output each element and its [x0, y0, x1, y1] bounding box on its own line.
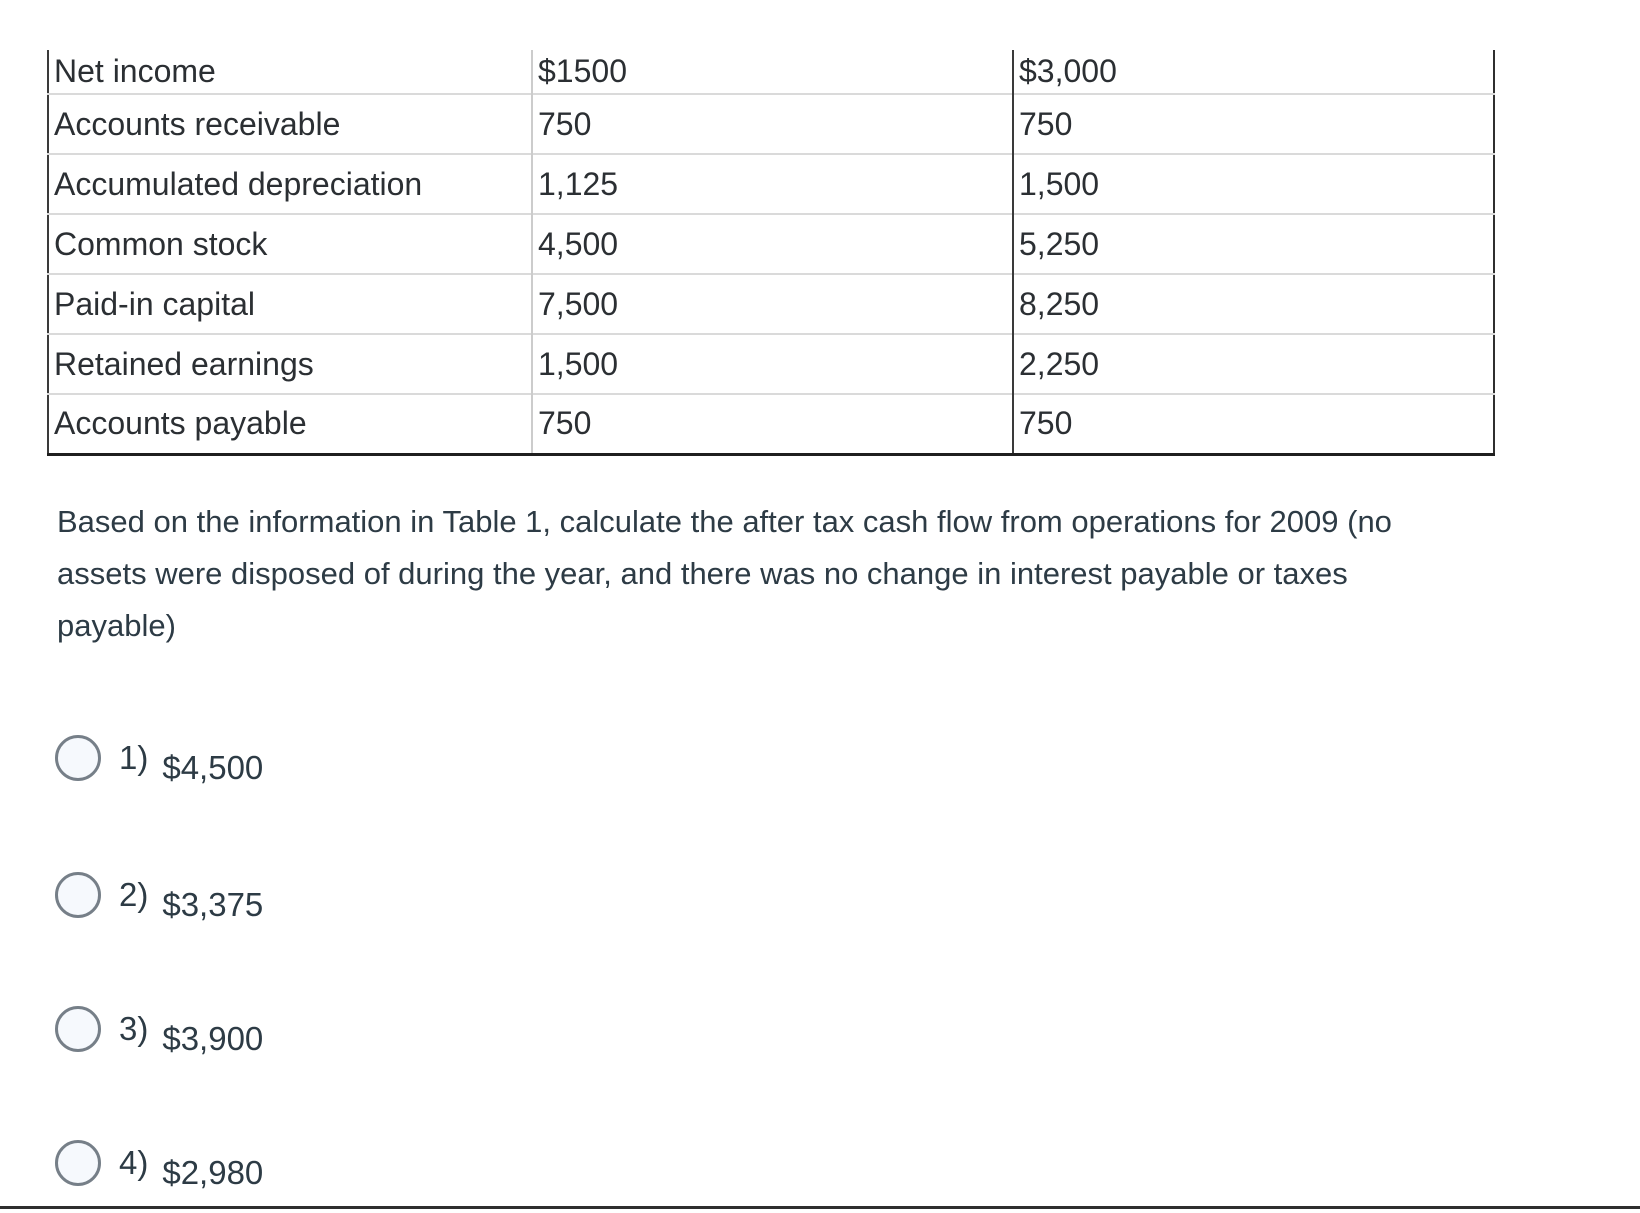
- row-value-col1: 1,125: [532, 153, 1014, 214]
- radio-button-option-1[interactable]: [55, 735, 101, 781]
- row-label: Accounts payable: [48, 393, 533, 454]
- radio-button-option-4[interactable]: [55, 1140, 101, 1186]
- financial-data-table: Net income $1500 $3,000 Accounts receiva…: [47, 50, 1495, 456]
- row-value-col2: 750: [1013, 393, 1494, 454]
- row-value-col1: $1500: [532, 50, 1014, 94]
- table-row: Net income $1500 $3,000: [48, 50, 1494, 94]
- row-label: Retained earnings: [48, 333, 533, 394]
- answer-option-1[interactable]: 1) $4,500: [55, 730, 263, 786]
- table-row: Paid-in capital 7,500 8,250: [48, 273, 1494, 334]
- table-row: Accumulated depreciation 1,125 1,500: [48, 153, 1494, 214]
- row-value-col1: 750: [532, 93, 1014, 154]
- row-value-col1: 1,500: [532, 333, 1014, 394]
- option-2-number[interactable]: 2): [119, 876, 149, 913]
- row-value-col1: 750: [532, 393, 1014, 454]
- answer-option-2[interactable]: 2) $3,375: [55, 867, 263, 923]
- page-bottom-divider: [0, 1206, 1640, 1209]
- row-value-col2: 1,500: [1013, 153, 1494, 214]
- table-row: Accounts receivable 750 750: [48, 93, 1494, 154]
- row-label: Paid-in capital: [48, 273, 533, 334]
- option-1-value[interactable]: $4,500: [162, 749, 264, 786]
- option-4-value[interactable]: $2,980: [162, 1154, 264, 1191]
- answer-option-3[interactable]: 3) $3,900: [55, 1001, 263, 1057]
- row-label: Net income: [48, 50, 533, 94]
- row-label: Accumulated depreciation: [48, 153, 533, 214]
- option-3-value[interactable]: $3,900: [162, 1020, 264, 1057]
- row-value-col2: 8,250: [1013, 273, 1494, 334]
- option-2-value[interactable]: $3,375: [162, 886, 264, 923]
- radio-button-option-3[interactable]: [55, 1006, 101, 1052]
- table-row: Common stock 4,500 5,250: [48, 213, 1494, 274]
- option-3-number[interactable]: 3): [119, 1010, 149, 1047]
- row-label: Common stock: [48, 213, 533, 274]
- row-value-col2: 750: [1013, 93, 1494, 154]
- option-1-number[interactable]: 1): [119, 739, 149, 776]
- row-value-col2: $3,000: [1019, 53, 1117, 89]
- question-text: Based on the information in Table 1, cal…: [57, 504, 1392, 643]
- row-value-col1: 7,500: [532, 273, 1014, 334]
- option-4-number[interactable]: 4): [119, 1144, 149, 1181]
- row-value-col2: 5,250: [1013, 213, 1494, 274]
- row-value-col2: 2,250: [1013, 333, 1494, 394]
- row-value-col1: 4,500: [532, 213, 1014, 274]
- radio-button-option-2[interactable]: [55, 872, 101, 918]
- answer-option-4[interactable]: 4) $2,980: [55, 1135, 263, 1191]
- table-row: Retained earnings 1,500 2,250: [48, 333, 1494, 394]
- row-label: Accounts receivable: [48, 93, 533, 154]
- table-row: Accounts payable 750 750: [48, 393, 1494, 454]
